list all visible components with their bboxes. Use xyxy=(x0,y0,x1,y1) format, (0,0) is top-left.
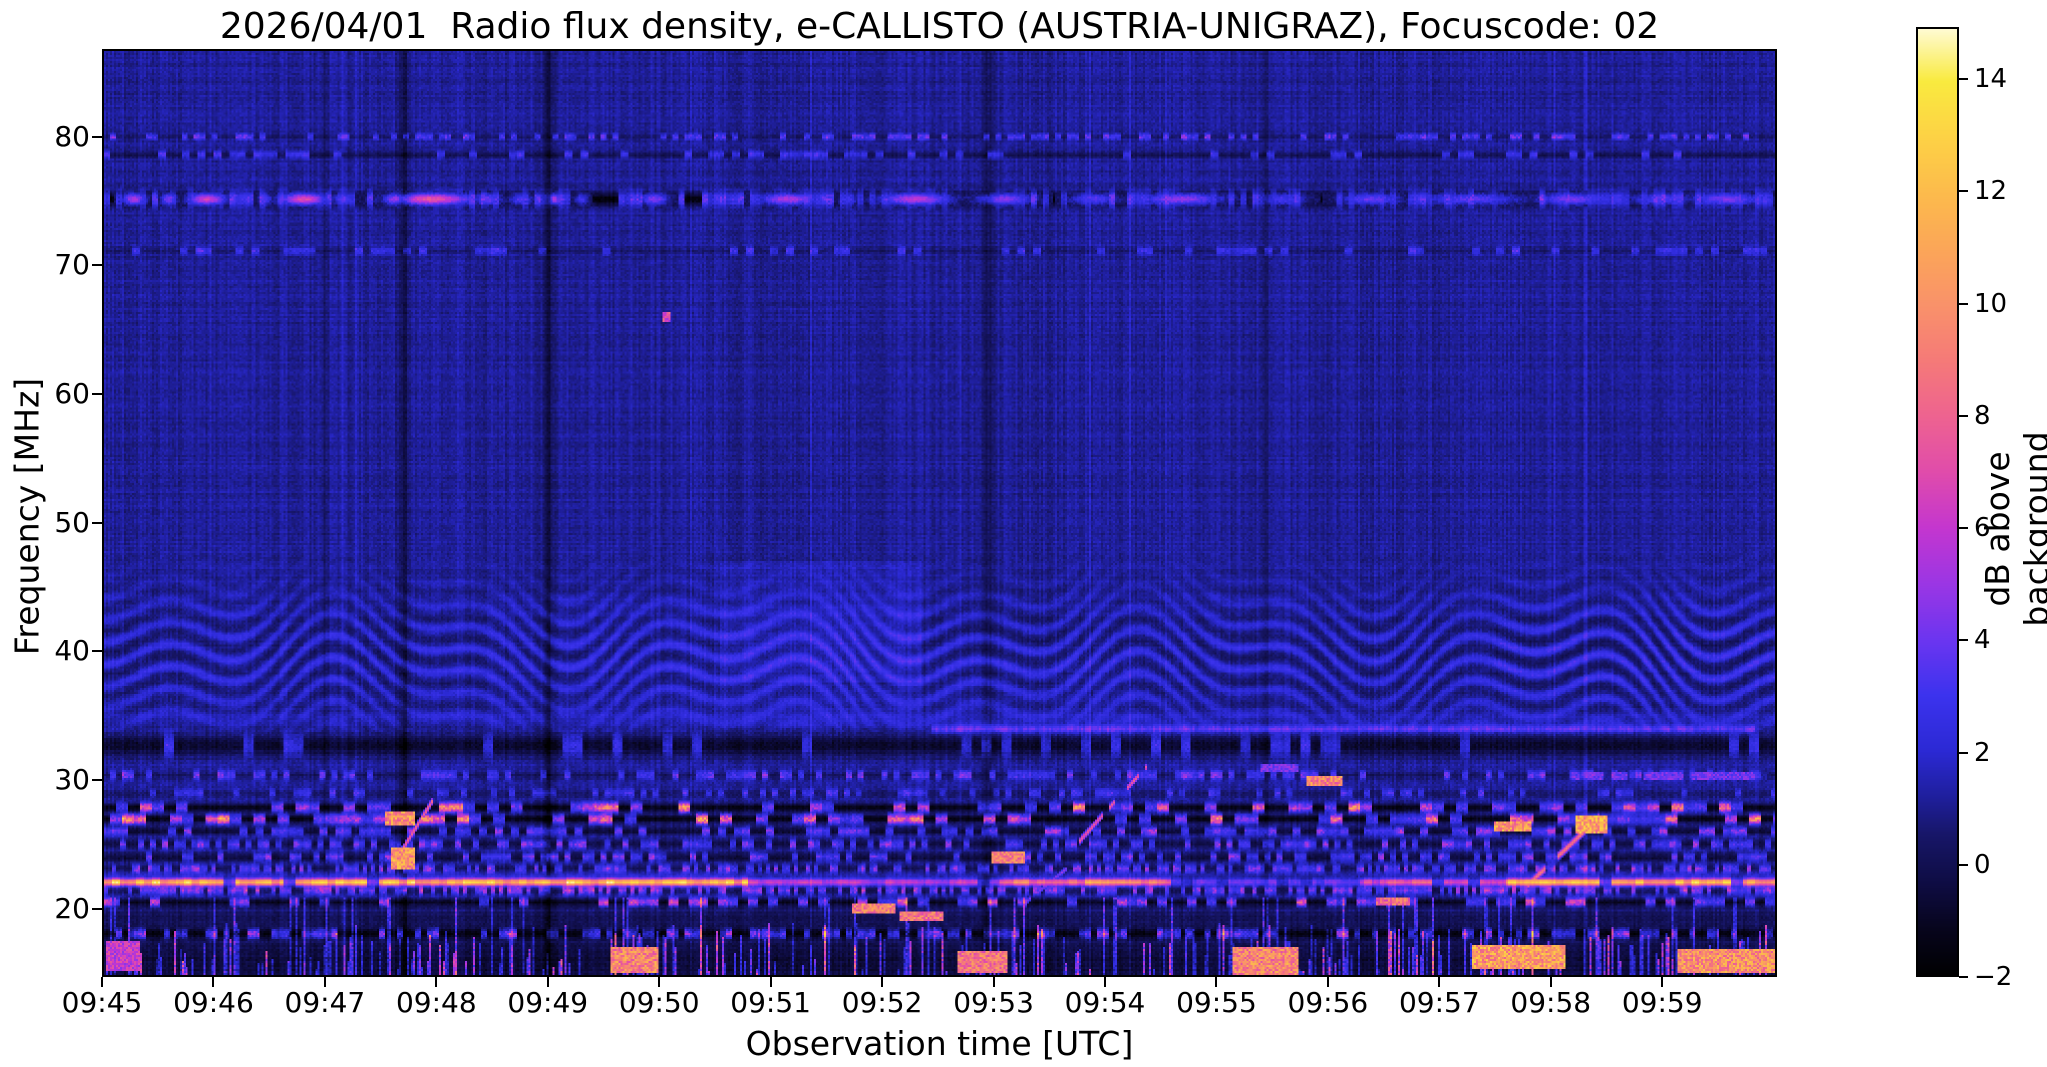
colorbar-tick xyxy=(1959,302,1968,305)
x-axis-tick-label: 09:59 xyxy=(1621,986,1703,1019)
x-axis-tick xyxy=(101,977,103,987)
y-axis-tick xyxy=(92,392,102,395)
y-axis-tick xyxy=(92,907,102,910)
colorbar-label: dB above background xyxy=(1978,431,2047,627)
y-axis-tick xyxy=(92,264,102,267)
colorbar-tick xyxy=(1959,863,1968,866)
x-axis-tick-label: 09:45 xyxy=(61,986,143,1019)
y-axis-tick xyxy=(92,521,102,524)
colorbar-tick xyxy=(1959,976,1968,978)
x-axis-tick xyxy=(1549,977,1552,987)
x-axis-tick xyxy=(658,977,661,987)
x-axis-tick-label: 09:46 xyxy=(173,986,254,1019)
y-axis-tick xyxy=(92,779,102,782)
colorbar xyxy=(1916,27,1959,977)
colorbar-tick xyxy=(1959,78,1968,81)
colorbar-tick xyxy=(1959,751,1968,754)
x-axis-tick-label: 09:52 xyxy=(841,986,923,1019)
colorbar-tick-label: 14 xyxy=(1974,64,2008,95)
y-axis-tick xyxy=(92,135,102,138)
x-axis-tick xyxy=(1215,977,1218,987)
x-axis-tick xyxy=(1103,977,1106,987)
y-axis-tick-label: 20 xyxy=(54,891,90,925)
x-axis-tick xyxy=(546,977,549,987)
colorbar-tick-label: 0 xyxy=(1974,849,1991,880)
y-axis-tick-label: 80 xyxy=(54,119,90,153)
y-axis-tick-label: 50 xyxy=(54,505,90,539)
colorbar-tick xyxy=(1959,527,1968,530)
spectrogram-canvas xyxy=(104,51,1775,975)
x-axis-tick-label: 09:55 xyxy=(1176,986,1257,1019)
x-axis-tick-label: 09:58 xyxy=(1510,986,1592,1019)
x-axis-tick xyxy=(1438,977,1441,987)
chart-title: 2026/04/01 Radio flux density, e-CALLIST… xyxy=(219,6,1660,47)
x-axis-tick-label: 09:56 xyxy=(1287,986,1369,1019)
y-axis-tick-label: 30 xyxy=(54,763,90,797)
x-axis-tick xyxy=(1661,977,1664,987)
x-axis-tick-label: 09:47 xyxy=(284,986,366,1019)
x-axis-tick xyxy=(435,977,438,987)
colorbar-tick-label: 4 xyxy=(1974,625,1991,656)
x-axis-tick-label: 09:53 xyxy=(953,986,1034,1019)
x-axis-tick xyxy=(769,977,772,987)
y-axis-tick-label: 60 xyxy=(54,376,90,410)
x-axis-tick-label: 09:57 xyxy=(1398,986,1480,1019)
x-axis-tick xyxy=(323,977,326,987)
x-axis-tick-label: 09:49 xyxy=(507,986,589,1019)
plot-area xyxy=(102,49,1777,977)
x-axis-tick-label: 09:51 xyxy=(730,986,811,1019)
colorbar-tick xyxy=(1959,639,1968,642)
y-axis-tick xyxy=(92,650,102,653)
colorbar-tick xyxy=(1959,414,1968,417)
x-axis-tick xyxy=(881,977,884,987)
x-axis-label: Observation time [UTC] xyxy=(745,1024,1134,1063)
x-axis-tick xyxy=(212,977,215,987)
x-axis-tick-label: 09:48 xyxy=(395,986,477,1019)
colorbar-tick-label: −2 xyxy=(1974,962,2013,992)
colorbar-tick-label: 2 xyxy=(1974,737,1991,768)
x-axis-tick-label: 09:50 xyxy=(618,986,700,1019)
y-axis-tick-label: 70 xyxy=(54,248,90,282)
colorbar-tick xyxy=(1959,190,1968,193)
x-axis-tick-label: 09:54 xyxy=(1064,986,1146,1019)
x-axis-tick xyxy=(992,977,995,987)
colorbar-tick-label: 10 xyxy=(1974,288,2008,319)
colorbar-tick-label: 8 xyxy=(1974,400,1991,431)
y-axis-tick-label: 40 xyxy=(54,634,90,668)
colorbar-canvas xyxy=(1918,29,1957,975)
colorbar-tick-label: 6 xyxy=(1974,513,1991,544)
x-axis-tick xyxy=(1326,977,1329,987)
colorbar-tick-label: 12 xyxy=(1974,176,2008,207)
